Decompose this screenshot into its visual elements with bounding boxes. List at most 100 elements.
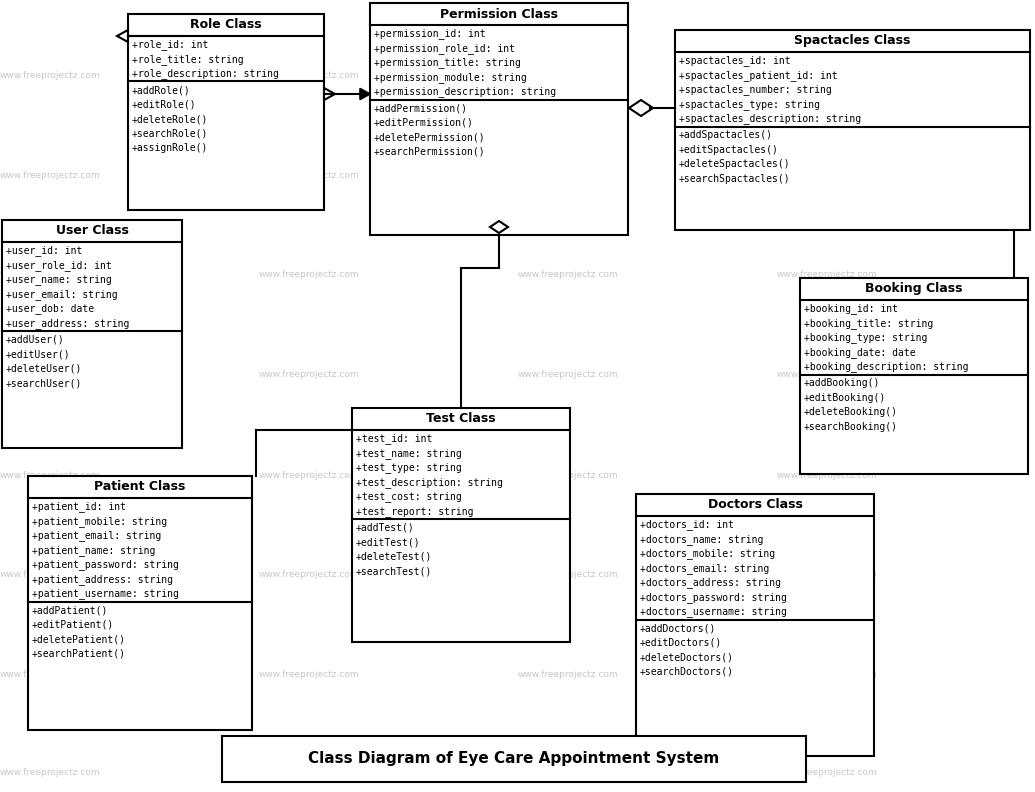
Text: +searchUser(): +searchUser() bbox=[6, 379, 83, 389]
Text: +patient_username: string: +patient_username: string bbox=[32, 588, 179, 600]
Text: +assignRole(): +assignRole() bbox=[132, 143, 208, 154]
Text: +deleteDoctors(): +deleteDoctors() bbox=[640, 653, 734, 662]
Bar bbox=[128, 14, 324, 210]
Text: +deleteUser(): +deleteUser() bbox=[6, 364, 83, 374]
Text: +spactacles_type: string: +spactacles_type: string bbox=[679, 99, 820, 110]
Bar bbox=[2, 220, 182, 448]
Text: www.freeprojectz.com: www.freeprojectz.com bbox=[0, 767, 100, 777]
Text: +role_description: string: +role_description: string bbox=[132, 69, 278, 79]
Text: +searchTest(): +searchTest() bbox=[356, 566, 433, 577]
Bar bbox=[352, 408, 570, 642]
Text: +permission_id: int: +permission_id: int bbox=[374, 29, 485, 40]
Text: www.freeprojectz.com: www.freeprojectz.com bbox=[776, 767, 877, 777]
Text: Test Class: Test Class bbox=[426, 413, 496, 425]
Text: +patient_email: string: +patient_email: string bbox=[32, 531, 161, 542]
Text: www.freeprojectz.com: www.freeprojectz.com bbox=[518, 470, 618, 480]
Bar bbox=[635, 494, 874, 756]
Text: www.freeprojectz.com: www.freeprojectz.com bbox=[776, 570, 877, 580]
Text: +addUser(): +addUser() bbox=[6, 335, 65, 345]
Text: Booking Class: Booking Class bbox=[865, 283, 963, 295]
Text: www.freeprojectz.com: www.freeprojectz.com bbox=[259, 767, 359, 777]
Text: www.freeprojectz.com: www.freeprojectz.com bbox=[259, 370, 359, 379]
Text: www.freeprojectz.com: www.freeprojectz.com bbox=[518, 70, 618, 80]
Text: +patient_password: string: +patient_password: string bbox=[32, 559, 179, 570]
Bar bbox=[800, 278, 1028, 474]
Text: +doctors_email: string: +doctors_email: string bbox=[640, 563, 769, 574]
Text: www.freeprojectz.com: www.freeprojectz.com bbox=[776, 70, 877, 80]
Text: +permission_role_id: int: +permission_role_id: int bbox=[374, 43, 515, 54]
Text: +spactacles_number: string: +spactacles_number: string bbox=[679, 85, 832, 96]
Text: +user_name: string: +user_name: string bbox=[6, 275, 112, 285]
Text: +permission_title: string: +permission_title: string bbox=[374, 58, 521, 68]
Text: Role Class: Role Class bbox=[190, 18, 262, 32]
Text: +test_id: int: +test_id: int bbox=[356, 433, 433, 444]
Text: +user_role_id: int: +user_role_id: int bbox=[6, 260, 112, 271]
Text: www.freeprojectz.com: www.freeprojectz.com bbox=[259, 170, 359, 180]
Text: +spactacles_description: string: +spactacles_description: string bbox=[679, 113, 861, 124]
Text: +patient_name: string: +patient_name: string bbox=[32, 545, 155, 556]
Text: +patient_address: string: +patient_address: string bbox=[32, 574, 173, 585]
Text: +doctors_address: string: +doctors_address: string bbox=[640, 577, 781, 588]
Text: +searchRole(): +searchRole() bbox=[132, 129, 208, 139]
Text: +patient_mobile: string: +patient_mobile: string bbox=[32, 516, 167, 527]
Bar bbox=[28, 476, 252, 730]
Text: www.freeprojectz.com: www.freeprojectz.com bbox=[259, 470, 359, 480]
Text: +booking_description: string: +booking_description: string bbox=[804, 361, 969, 372]
Text: +deletePatient(): +deletePatient() bbox=[32, 634, 126, 645]
Text: +test_name: string: +test_name: string bbox=[356, 448, 462, 459]
Text: +editSpactacles(): +editSpactacles() bbox=[679, 145, 779, 155]
Text: +doctors_mobile: string: +doctors_mobile: string bbox=[640, 549, 775, 559]
Text: www.freeprojectz.com: www.freeprojectz.com bbox=[776, 670, 877, 680]
Text: www.freeprojectz.com: www.freeprojectz.com bbox=[776, 370, 877, 379]
Bar bbox=[221, 736, 806, 782]
Text: www.freeprojectz.com: www.freeprojectz.com bbox=[0, 170, 100, 180]
Text: +user_email: string: +user_email: string bbox=[6, 289, 118, 300]
Text: +role_id: int: +role_id: int bbox=[132, 40, 208, 51]
Text: +editRole(): +editRole() bbox=[132, 100, 197, 110]
Text: +doctors_id: int: +doctors_id: int bbox=[640, 520, 734, 531]
Text: Doctors Class: Doctors Class bbox=[708, 498, 802, 512]
Text: +spactacles_id: int: +spactacles_id: int bbox=[679, 55, 791, 67]
Text: www.freeprojectz.com: www.freeprojectz.com bbox=[776, 470, 877, 480]
Text: +permission_module: string: +permission_module: string bbox=[374, 72, 527, 83]
Text: +addSpactacles(): +addSpactacles() bbox=[679, 131, 773, 140]
Text: +editBooking(): +editBooking() bbox=[804, 393, 886, 403]
Text: +addTest(): +addTest() bbox=[356, 523, 415, 533]
Text: +doctors_name: string: +doctors_name: string bbox=[640, 534, 764, 545]
Text: Patient Class: Patient Class bbox=[94, 481, 185, 493]
Text: Spactacles Class: Spactacles Class bbox=[794, 35, 911, 48]
Text: +permission_description: string: +permission_description: string bbox=[374, 86, 556, 97]
Text: www.freeprojectz.com: www.freeprojectz.com bbox=[0, 370, 100, 379]
Text: +editPermission(): +editPermission() bbox=[374, 118, 474, 128]
Text: www.freeprojectz.com: www.freeprojectz.com bbox=[0, 70, 100, 80]
Text: www.freeprojectz.com: www.freeprojectz.com bbox=[0, 670, 100, 680]
Text: +addDoctors(): +addDoctors() bbox=[640, 623, 716, 634]
Text: www.freeprojectz.com: www.freeprojectz.com bbox=[0, 570, 100, 580]
Text: www.freeprojectz.com: www.freeprojectz.com bbox=[518, 170, 618, 180]
Text: www.freeprojectz.com: www.freeprojectz.com bbox=[518, 767, 618, 777]
Text: +deleteRole(): +deleteRole() bbox=[132, 115, 208, 124]
Text: www.freeprojectz.com: www.freeprojectz.com bbox=[259, 70, 359, 80]
Text: www.freeprojectz.com: www.freeprojectz.com bbox=[518, 570, 618, 580]
Text: +searchBooking(): +searchBooking() bbox=[804, 422, 898, 432]
Bar bbox=[675, 30, 1030, 230]
Text: +editTest(): +editTest() bbox=[356, 538, 420, 547]
Bar bbox=[369, 3, 628, 235]
Text: +deletePermission(): +deletePermission() bbox=[374, 132, 485, 143]
Text: +booking_type: string: +booking_type: string bbox=[804, 333, 927, 344]
Polygon shape bbox=[360, 89, 369, 100]
Text: +searchPatient(): +searchPatient() bbox=[32, 649, 126, 659]
Text: www.freeprojectz.com: www.freeprojectz.com bbox=[259, 270, 359, 280]
Text: www.freeprojectz.com: www.freeprojectz.com bbox=[518, 270, 618, 280]
Text: +addBooking(): +addBooking() bbox=[804, 379, 881, 389]
Text: www.freeprojectz.com: www.freeprojectz.com bbox=[259, 670, 359, 680]
Text: www.freeprojectz.com: www.freeprojectz.com bbox=[518, 370, 618, 379]
Text: +deleteBooking(): +deleteBooking() bbox=[804, 408, 898, 417]
Text: +doctors_username: string: +doctors_username: string bbox=[640, 607, 787, 618]
Text: Permission Class: Permission Class bbox=[440, 7, 558, 21]
Text: +test_description: string: +test_description: string bbox=[356, 477, 503, 488]
Text: +spactacles_patient_id: int: +spactacles_patient_id: int bbox=[679, 70, 837, 81]
Text: +booking_date: date: +booking_date: date bbox=[804, 347, 916, 358]
Text: +editPatient(): +editPatient() bbox=[32, 620, 114, 630]
Text: +searchDoctors(): +searchDoctors() bbox=[640, 667, 734, 677]
